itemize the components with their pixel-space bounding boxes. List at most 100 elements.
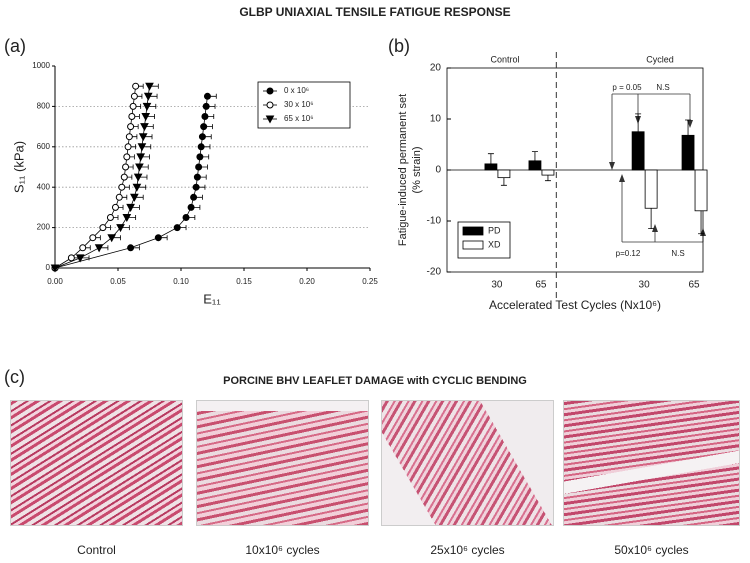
bar bbox=[541, 169, 555, 176]
data-point bbox=[94, 244, 104, 253]
bar bbox=[528, 160, 542, 171]
x-tick-label: 0.25 bbox=[362, 277, 378, 286]
x-tick-label: 0.05 bbox=[110, 277, 126, 286]
data-point bbox=[138, 133, 148, 142]
panel-label: (c) bbox=[4, 367, 25, 387]
data-point bbox=[75, 254, 85, 263]
x-tick-label: 30 bbox=[639, 280, 651, 291]
legend-label: 0 x 10⁶ bbox=[284, 86, 309, 95]
data-point bbox=[122, 163, 130, 171]
data-point bbox=[143, 92, 153, 101]
error-bar bbox=[544, 175, 551, 182]
data-point bbox=[195, 163, 203, 171]
image-caption: 10x10⁶ cycles bbox=[245, 543, 320, 557]
data-point bbox=[140, 123, 149, 132]
data-point bbox=[145, 82, 154, 91]
y-axis-label: Fatigue-induced permanent set bbox=[397, 94, 409, 246]
y-tick-label: 0 bbox=[435, 165, 441, 176]
panel-label: (a) bbox=[4, 36, 26, 56]
data-point bbox=[130, 193, 139, 202]
histology-image bbox=[196, 400, 369, 526]
image-caption: Control bbox=[77, 543, 116, 557]
data-point bbox=[200, 123, 208, 131]
figure-title: GLBP UNIAXIAL TENSILE FATIGUE RESPONSE bbox=[239, 5, 510, 19]
y-tick-label: 10 bbox=[430, 114, 442, 125]
data-point bbox=[141, 113, 151, 122]
data-point bbox=[130, 92, 138, 100]
legend-label: PD bbox=[488, 225, 501, 235]
x-tick-label: 0.00 bbox=[47, 277, 63, 286]
data-point bbox=[126, 203, 135, 212]
error-bar bbox=[698, 210, 705, 235]
data-point bbox=[120, 173, 128, 181]
histology-image bbox=[10, 400, 183, 526]
data-point bbox=[196, 153, 204, 161]
error-bar bbox=[648, 208, 655, 230]
data-point bbox=[106, 214, 114, 221]
data-point bbox=[202, 102, 210, 110]
bar bbox=[631, 131, 645, 171]
data-point bbox=[118, 183, 126, 191]
data-point bbox=[182, 214, 190, 221]
annotation: p=0.12 bbox=[616, 249, 641, 258]
data-point bbox=[197, 143, 205, 151]
image-caption: 25x10⁶ cycles bbox=[430, 543, 505, 557]
data-point bbox=[107, 234, 117, 243]
y-tick-label: 20 bbox=[430, 63, 442, 74]
data-point bbox=[50, 264, 60, 273]
y-tick-label: -10 bbox=[427, 216, 442, 227]
data-point bbox=[192, 183, 200, 191]
data-point bbox=[116, 224, 125, 233]
data-point bbox=[111, 203, 119, 211]
x-axis-label: E₁₁ bbox=[203, 291, 221, 306]
data-point bbox=[127, 244, 135, 252]
y-axis-label: S₁₁ (kPa) bbox=[11, 141, 26, 193]
x-tick-label: 65 bbox=[535, 280, 547, 291]
data-point bbox=[124, 143, 132, 151]
data-line bbox=[54, 86, 150, 269]
data-point bbox=[125, 133, 133, 141]
data-point bbox=[115, 193, 123, 201]
y-tick-label: 200 bbox=[37, 223, 51, 232]
data-point bbox=[203, 92, 211, 100]
y-tick-label: 800 bbox=[37, 102, 51, 111]
x-tick-label: 0.10 bbox=[173, 277, 189, 286]
x-tick-label: 65 bbox=[688, 280, 700, 291]
error-bar bbox=[500, 177, 507, 186]
group-label: Control bbox=[490, 54, 519, 64]
y-axis-label: (% strain) bbox=[411, 146, 423, 193]
data-point bbox=[89, 234, 97, 242]
image-caption: 50x10⁶ cycles bbox=[614, 543, 689, 557]
section-title: PORCINE BHV LEAFLET DAMAGE with CYCLIC B… bbox=[223, 375, 527, 387]
legend-marker bbox=[265, 115, 275, 124]
y-tick-label: 1000 bbox=[32, 61, 50, 70]
y-tick-label: 600 bbox=[37, 142, 51, 151]
data-point bbox=[122, 214, 132, 223]
data-point bbox=[193, 173, 201, 181]
legend-swatch bbox=[462, 240, 484, 250]
histology-image bbox=[381, 400, 554, 526]
y-tick-label: 0 bbox=[46, 263, 51, 272]
error-bar bbox=[635, 113, 642, 132]
legend-marker bbox=[266, 101, 274, 109]
data-point bbox=[187, 203, 195, 211]
y-tick-label: -20 bbox=[427, 267, 442, 278]
data-point bbox=[190, 193, 198, 201]
data-point bbox=[154, 234, 162, 242]
data-point bbox=[201, 113, 209, 120]
legend-marker bbox=[266, 87, 274, 95]
data-point bbox=[79, 244, 87, 252]
x-tick-label: 0.20 bbox=[299, 277, 315, 286]
bar bbox=[681, 134, 695, 171]
bar bbox=[497, 169, 511, 179]
annotation: p = 0.05 bbox=[612, 83, 642, 92]
data-point bbox=[142, 102, 152, 111]
bar bbox=[694, 169, 708, 212]
data-point bbox=[99, 224, 107, 232]
x-axis-label: Accelerated Test Cycles (Nx10⁶) bbox=[489, 298, 661, 312]
data-point bbox=[173, 224, 181, 232]
legend-label: 30 x 10⁶ bbox=[284, 100, 314, 109]
histology-image bbox=[563, 400, 740, 526]
